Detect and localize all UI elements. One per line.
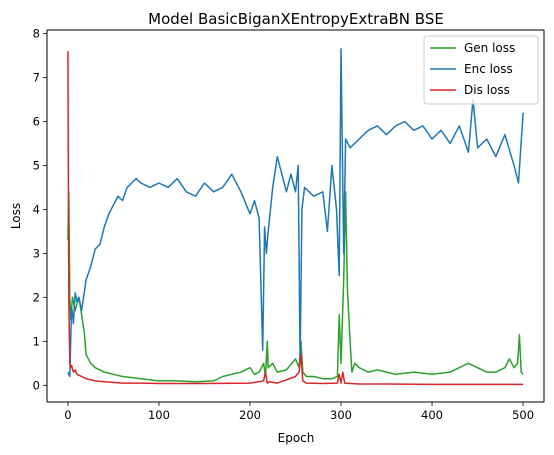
- y-tick-label: 4: [33, 202, 40, 216]
- x-tick-label: 100: [148, 408, 170, 422]
- legend-frame: [423, 35, 539, 105]
- y-tick-label: 5: [33, 158, 40, 172]
- legend: Gen loss Enc loss Dis loss: [423, 35, 539, 105]
- x-tick-label: 300: [330, 408, 352, 422]
- x-axis: 0 100 200 300 400 500: [64, 402, 534, 422]
- x-axis-label: Epoch: [278, 431, 315, 445]
- y-tick-label: 8: [33, 27, 40, 41]
- plot-area: [46, 29, 545, 403]
- x-tick-label: 0: [64, 408, 71, 422]
- legend-entry: Dis loss: [464, 83, 510, 97]
- series-line-dis-loss: [67, 51, 524, 386]
- x-tick-label: 200: [239, 408, 261, 422]
- y-tick-label: 2: [33, 290, 40, 304]
- y-tick-label: 0: [33, 378, 40, 392]
- series-line-gen-loss: [67, 191, 524, 383]
- legend-entry: Enc loss: [464, 62, 513, 76]
- y-tick-label: 1: [33, 334, 40, 348]
- legend-items: Gen loss Enc loss Dis loss: [430, 41, 515, 97]
- y-tick-label: 3: [33, 246, 40, 260]
- y-axis-label: Loss: [9, 203, 23, 229]
- y-tick-label: 7: [33, 70, 40, 84]
- y-axis: 0 1 2 3 4 5 6 7 8: [33, 27, 47, 392]
- chart-title: Model BasicBiganXEntropyExtraBN BSE: [148, 10, 444, 28]
- series-line-enc-loss: [67, 48, 524, 378]
- x-tick-label: 500: [512, 408, 534, 422]
- x-tick-label: 400: [421, 408, 443, 422]
- plot-frame: [46, 29, 545, 403]
- y-tick-label: 6: [33, 114, 40, 128]
- legend-entry: Gen loss: [464, 41, 515, 55]
- series-layer: [67, 48, 524, 386]
